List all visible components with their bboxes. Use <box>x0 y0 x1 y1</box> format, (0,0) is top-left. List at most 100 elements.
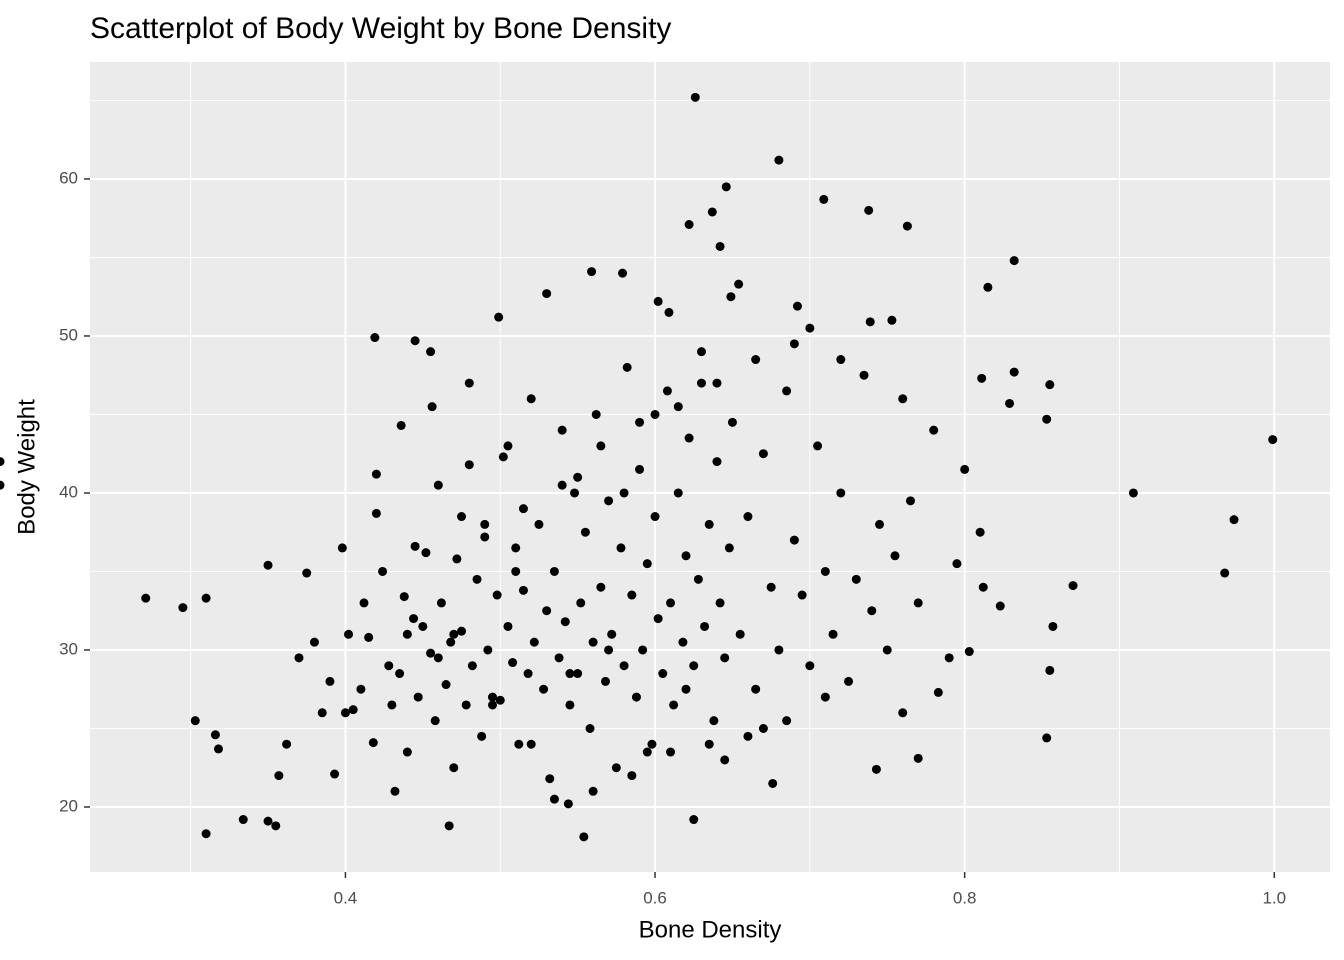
point <box>978 582 988 592</box>
x-axis-title: Bone Density <box>639 916 782 943</box>
point <box>446 637 456 647</box>
point <box>635 464 645 474</box>
point <box>704 739 714 749</box>
point <box>650 512 660 522</box>
point <box>789 339 799 349</box>
point <box>492 590 502 600</box>
point <box>563 799 573 809</box>
point <box>684 433 694 443</box>
point <box>727 417 737 427</box>
point <box>441 680 451 690</box>
point <box>514 739 524 749</box>
point <box>867 606 877 616</box>
point <box>573 669 583 679</box>
point <box>387 700 397 710</box>
point <box>792 301 802 311</box>
point <box>681 551 691 561</box>
point <box>542 289 552 299</box>
point <box>647 739 657 749</box>
point <box>875 519 885 529</box>
point <box>487 692 497 702</box>
point <box>371 469 381 479</box>
point <box>618 268 628 278</box>
point <box>642 747 652 757</box>
point <box>325 676 335 686</box>
point <box>271 821 281 831</box>
point <box>503 621 513 631</box>
point <box>433 480 443 490</box>
point <box>666 598 676 608</box>
point <box>210 730 220 740</box>
point <box>627 590 637 600</box>
point <box>364 632 374 642</box>
point <box>768 778 778 788</box>
point <box>751 355 761 365</box>
point <box>627 771 637 781</box>
point <box>430 716 440 726</box>
point <box>604 496 614 506</box>
point <box>356 684 366 694</box>
point <box>282 739 292 749</box>
point <box>905 496 915 506</box>
point <box>542 606 552 616</box>
point <box>933 687 943 697</box>
point <box>480 532 490 542</box>
point <box>0 457 5 467</box>
point <box>664 307 674 317</box>
point <box>413 692 423 702</box>
point <box>789 535 799 545</box>
point <box>495 695 505 705</box>
x-tick-label: 0.6 <box>643 888 667 907</box>
point <box>611 763 621 773</box>
point <box>587 267 597 277</box>
point <box>693 574 703 584</box>
point <box>178 603 188 613</box>
point <box>960 464 970 474</box>
point <box>402 747 412 757</box>
point <box>690 92 700 102</box>
point <box>653 614 663 624</box>
point <box>758 449 768 459</box>
point <box>1048 621 1058 631</box>
point <box>724 543 734 553</box>
point <box>604 645 614 655</box>
point <box>666 747 676 757</box>
y-tick-label: 20 <box>59 796 78 815</box>
point <box>820 566 830 576</box>
point <box>689 815 699 825</box>
point <box>565 700 575 710</box>
point <box>294 653 304 663</box>
point <box>774 645 784 655</box>
point <box>557 425 567 435</box>
point <box>977 373 987 383</box>
point <box>975 527 985 537</box>
point <box>820 692 830 702</box>
point <box>0 480 5 490</box>
x-tick-label: 0.4 <box>334 888 358 907</box>
point <box>898 708 908 718</box>
point <box>201 829 211 839</box>
point <box>534 519 544 529</box>
point <box>929 425 939 435</box>
point <box>274 771 284 781</box>
point <box>913 598 923 608</box>
point <box>395 669 405 679</box>
point <box>554 653 564 663</box>
point <box>529 637 539 647</box>
point <box>743 731 753 741</box>
point <box>1045 380 1055 390</box>
point <box>596 582 606 592</box>
point <box>457 626 467 636</box>
point <box>467 661 477 671</box>
point <box>1068 581 1078 591</box>
point <box>498 452 508 462</box>
point <box>709 716 719 726</box>
point <box>494 312 504 322</box>
point <box>864 205 874 215</box>
point <box>681 684 691 694</box>
point <box>890 551 900 561</box>
point <box>662 386 672 396</box>
point <box>607 629 617 639</box>
point <box>1042 733 1052 743</box>
